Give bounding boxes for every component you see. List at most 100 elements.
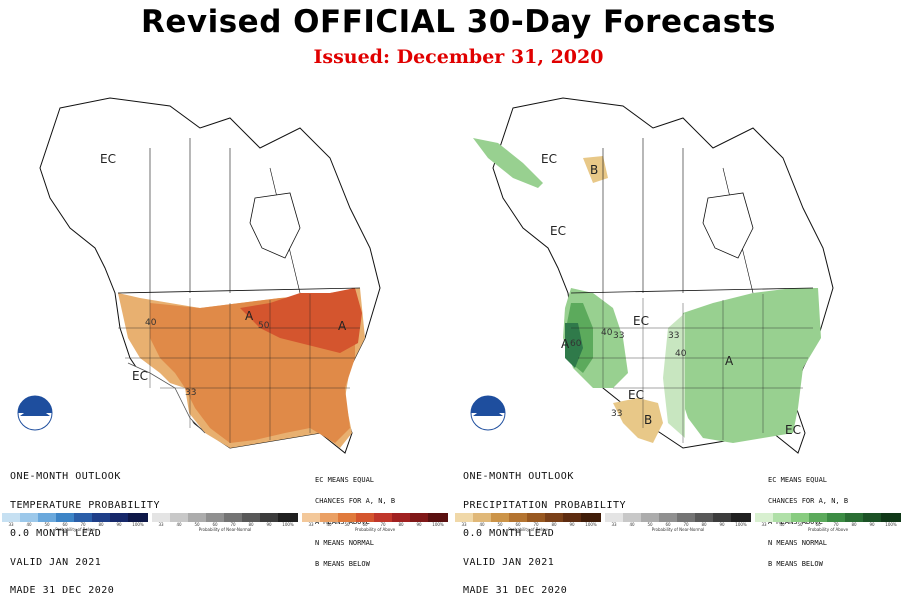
tick: 50: [194, 522, 200, 527]
label-60: 60: [570, 339, 582, 349]
tick: 40: [779, 522, 785, 527]
label-33: 33: [611, 409, 622, 419]
label-50: 50: [258, 321, 270, 331]
label-40: 40: [145, 318, 157, 328]
legend-note-line: B MEANS BELOW: [768, 560, 823, 568]
tick: 40: [629, 522, 635, 527]
tick: 60: [212, 522, 218, 527]
caption-line: PRECIPITATION PROBABILITY: [463, 499, 627, 511]
tick: 80: [551, 522, 557, 527]
ec-southwest-region: [128, 363, 200, 433]
label-33: 33: [668, 331, 679, 341]
tick: 100%: [885, 522, 897, 527]
northwest-wet-dark: [565, 323, 583, 368]
temperature-colorbar-above: 33 40 50 60 70 80 90 100% Probability of…: [302, 513, 448, 543]
tick: 40: [26, 522, 32, 527]
legend-note-line: A MEANS ABOVE: [768, 518, 823, 526]
tick: 90: [719, 522, 725, 527]
tick: 60: [515, 522, 521, 527]
temperature-colorbar-normal: 33 40 50 60 70 80 90 100% Probability of…: [152, 513, 298, 543]
tick: 90: [116, 522, 122, 527]
tick: 80: [851, 522, 857, 527]
tick: 60: [815, 522, 821, 527]
state-lines: [571, 293, 813, 443]
legend-note-line: CHANCES FOR A, N, B: [315, 497, 396, 505]
precipitation-colorbar-above: 33 40 50 60 70 80 90 100% Probability of…: [755, 513, 901, 543]
tick: 70: [80, 522, 86, 527]
label-40: 40: [601, 328, 613, 338]
label-ec-south: EC: [628, 388, 644, 402]
tick: 33: [8, 522, 14, 527]
us-canada-border: [570, 287, 814, 294]
caption-line: VALID JAN 2021: [463, 556, 555, 568]
legend-note-line: EC MEANS EQUAL: [768, 476, 828, 484]
label-33: 33: [613, 331, 624, 341]
colorbar-caption: Probability of Near-Normal: [651, 527, 705, 532]
tick: 100%: [432, 522, 444, 527]
tick: 60: [362, 522, 368, 527]
caption-line: VALID JAN 2021: [10, 556, 102, 568]
tick: 90: [569, 522, 575, 527]
temperature-colorbar-below: 33 40 50 60 70 80 90 100% Probability of…: [2, 513, 148, 543]
label-33: 33: [185, 388, 196, 398]
legend-note-line: CHANCES FOR A, N, B: [768, 497, 849, 505]
tick: 90: [416, 522, 422, 527]
tick: 33: [308, 522, 314, 527]
colorbar-caption: Probability of Near-Normal: [198, 527, 252, 532]
legend-note-line: A MEANS ABOVE: [315, 518, 370, 526]
tick: 90: [266, 522, 272, 527]
hudson-bay: [702, 192, 754, 259]
caption-line: 0.0 MONTH LEAD: [463, 528, 555, 539]
precipitation-outlook-map: EC B EC EC EC EC A A B 33 33 40 40 60 33…: [453, 88, 903, 595]
above-normal-strong-region: [240, 288, 362, 353]
tick: 60: [665, 522, 671, 527]
tick: 70: [833, 522, 839, 527]
tick: 33: [158, 522, 164, 527]
alaska-dry-region: [583, 156, 608, 183]
eastern-wet-light: [663, 313, 685, 438]
tick: 80: [701, 522, 707, 527]
contour-33: [127, 362, 206, 434]
tick: 80: [398, 522, 404, 527]
alaska-wet-region: [473, 138, 543, 188]
noaa-logo: [470, 395, 506, 431]
label-a-east: A: [338, 319, 347, 333]
issued-date: Issued: December 31, 2020: [313, 46, 604, 68]
tick: 80: [98, 522, 104, 527]
tick: 40: [176, 522, 182, 527]
temperature-outlook-map: EC EC A A 40 50 33 ONE-MONTH OUTLOOK TEM…: [0, 88, 450, 595]
tick: 100%: [282, 522, 294, 527]
tick: 50: [647, 522, 653, 527]
tick: 50: [497, 522, 503, 527]
label-ec-west: EC: [132, 369, 148, 383]
tick: 100%: [735, 522, 747, 527]
label-b-north: B: [590, 163, 598, 177]
label-ec-north: EC: [541, 152, 557, 166]
temperature-map-svg: EC EC A A 40 50 33: [17, 97, 381, 454]
label-ec-southeast: EC: [785, 423, 801, 437]
tick: 33: [761, 522, 767, 527]
label-a-east: A: [725, 354, 734, 368]
caption-line: TEMPERATURE PROBABILITY: [10, 499, 160, 511]
precipitation-colorbar-below: 33 40 50 60 70 80 90 100% Probability of…: [455, 513, 601, 543]
tick: 40: [326, 522, 332, 527]
caption-line: ONE-MONTH OUTLOOK: [463, 471, 574, 482]
label-a-east-upper: A: [245, 309, 254, 323]
tick: 100%: [585, 522, 597, 527]
tick: 60: [62, 522, 68, 527]
tick: 100%: [132, 522, 144, 527]
province-lines: [602, 138, 754, 294]
colorbar-caption: Probability of Below: [508, 527, 548, 532]
label-b-south: B: [644, 413, 652, 427]
tick: 40: [479, 522, 485, 527]
label-ec-north: EC: [100, 152, 116, 166]
label-a-west: A: [561, 337, 570, 351]
label-ec-west: EC: [550, 224, 566, 238]
caption-line: 0.0 MONTH LEAD: [10, 528, 102, 539]
eastern-wet-region: [675, 288, 821, 443]
tick: 50: [44, 522, 50, 527]
page-title: Revised OFFICIAL 30-Day Forecasts: [140, 4, 776, 40]
colorbar-caption: Probability of Above: [354, 527, 396, 532]
province-lines: [149, 138, 301, 294]
legend-note-line: B MEANS BELOW: [315, 560, 370, 568]
